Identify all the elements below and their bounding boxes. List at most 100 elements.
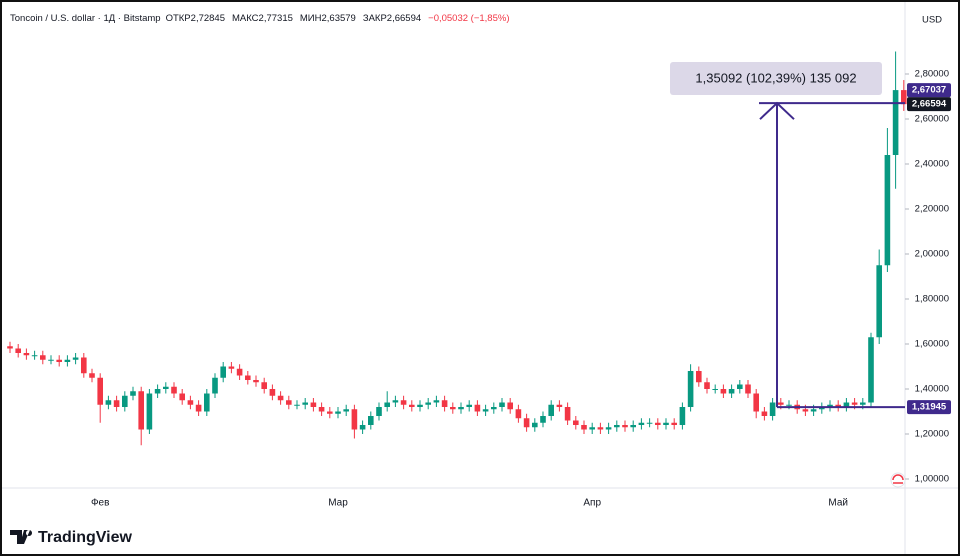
y-tick-label: 1,60000 bbox=[915, 339, 949, 350]
candle-body bbox=[441, 400, 448, 407]
candle-body bbox=[154, 389, 161, 394]
candle-body bbox=[105, 400, 112, 405]
header-item: 2,63579 bbox=[321, 13, 356, 24]
brand: TradingView bbox=[38, 529, 133, 546]
candle-body bbox=[122, 395, 128, 407]
y-tick-label: 1,80000 bbox=[915, 294, 949, 305]
candle-body bbox=[614, 425, 620, 428]
candle-body bbox=[368, 416, 374, 425]
y-tick-label: 1,40000 bbox=[915, 384, 949, 395]
candle-body bbox=[146, 393, 153, 430]
candle-body bbox=[163, 386, 169, 389]
candle-body bbox=[573, 420, 579, 425]
candle-body bbox=[802, 409, 809, 412]
candle-body bbox=[605, 427, 612, 430]
candle-body bbox=[400, 400, 407, 405]
measure-to-label: 2,67037 bbox=[912, 85, 946, 96]
candle-body bbox=[171, 386, 177, 394]
candle-body bbox=[245, 375, 251, 380]
y-tick-label: 2,80000 bbox=[915, 69, 949, 80]
candle-body bbox=[753, 393, 759, 412]
header-item: 2,72845 bbox=[190, 13, 225, 24]
candle-body bbox=[376, 407, 382, 416]
candle-body bbox=[491, 407, 497, 410]
candle-body bbox=[195, 404, 202, 412]
icon-glyph[interactable] bbox=[892, 474, 904, 484]
y-tick-label: 2,40000 bbox=[915, 159, 949, 170]
logo-icon bbox=[10, 530, 33, 544]
candle-body bbox=[876, 265, 882, 338]
candle-body bbox=[466, 404, 472, 407]
currency-label: USD bbox=[922, 15, 942, 26]
candle-body bbox=[253, 380, 259, 383]
y-tick-label: 2,60000 bbox=[915, 114, 949, 125]
candle-body bbox=[72, 357, 79, 360]
y-tick-label: 1,00000 bbox=[915, 474, 949, 485]
candle-body bbox=[622, 425, 628, 428]
candle-body bbox=[277, 395, 284, 401]
candle-body bbox=[638, 422, 645, 425]
candle-body bbox=[884, 155, 891, 266]
candle-body bbox=[843, 402, 850, 407]
candle-body bbox=[515, 409, 522, 419]
candle-body bbox=[409, 404, 415, 407]
x-tick-label: Фев bbox=[91, 498, 109, 509]
measure-label-box bbox=[670, 62, 882, 95]
candle-body bbox=[671, 422, 677, 425]
candle-body bbox=[204, 393, 210, 412]
candle-body bbox=[860, 402, 866, 405]
candle-body bbox=[720, 389, 727, 394]
candle-body bbox=[335, 411, 341, 414]
candle-body bbox=[458, 407, 464, 410]
candle-body bbox=[15, 348, 21, 353]
candle-body bbox=[827, 404, 833, 407]
candle-body bbox=[351, 409, 358, 430]
candle-body bbox=[40, 355, 46, 360]
candle-body bbox=[294, 404, 300, 406]
candle-body bbox=[425, 402, 431, 405]
candle-body bbox=[778, 402, 784, 405]
candle-body bbox=[786, 404, 792, 406]
candle-body bbox=[655, 422, 661, 425]
candle-body bbox=[359, 425, 366, 430]
candle-body bbox=[48, 359, 54, 361]
x-tick-label: Апр bbox=[583, 498, 601, 509]
candle-body bbox=[901, 90, 907, 105]
candle-body bbox=[597, 427, 604, 430]
candle-body bbox=[507, 402, 513, 410]
measure-from-label-bg bbox=[907, 400, 951, 415]
candle-body bbox=[761, 411, 768, 416]
header-item: Toncoin / U.S. dollar · 1Д · Bitstamp bbox=[10, 13, 161, 24]
header-item: 2,77315 bbox=[258, 13, 293, 24]
candle-body bbox=[696, 371, 702, 383]
candle-body bbox=[737, 384, 743, 389]
candle-body bbox=[220, 366, 226, 378]
candle-body bbox=[392, 400, 399, 403]
last-price-label-bg bbox=[907, 97, 951, 112]
tv-logo: TradingView bbox=[10, 529, 133, 546]
y-tick-label: 2,20000 bbox=[915, 204, 949, 215]
candle-body bbox=[892, 90, 899, 155]
candle-body bbox=[81, 357, 87, 374]
candle-body bbox=[179, 393, 185, 401]
candle-body bbox=[327, 411, 333, 414]
candle-body bbox=[819, 407, 825, 410]
candle-body bbox=[286, 400, 292, 405]
candle-body bbox=[663, 422, 669, 425]
candle-body bbox=[310, 402, 317, 407]
candle-body bbox=[704, 382, 710, 389]
measure-label: 1,35092 (102,39%) 135 092 bbox=[695, 70, 856, 85]
candle-body bbox=[523, 418, 530, 428]
header-item: ЗАКР bbox=[362, 13, 387, 24]
settings-icon[interactable] bbox=[890, 472, 906, 488]
candle-body bbox=[745, 384, 751, 394]
candle-body bbox=[712, 389, 718, 390]
candle-body bbox=[261, 382, 267, 389]
candle-body bbox=[187, 400, 194, 405]
candle-body bbox=[540, 416, 546, 423]
candle-body bbox=[564, 407, 571, 421]
candle-body bbox=[450, 407, 456, 410]
candle-body bbox=[269, 389, 276, 396]
candle-body bbox=[433, 400, 440, 403]
